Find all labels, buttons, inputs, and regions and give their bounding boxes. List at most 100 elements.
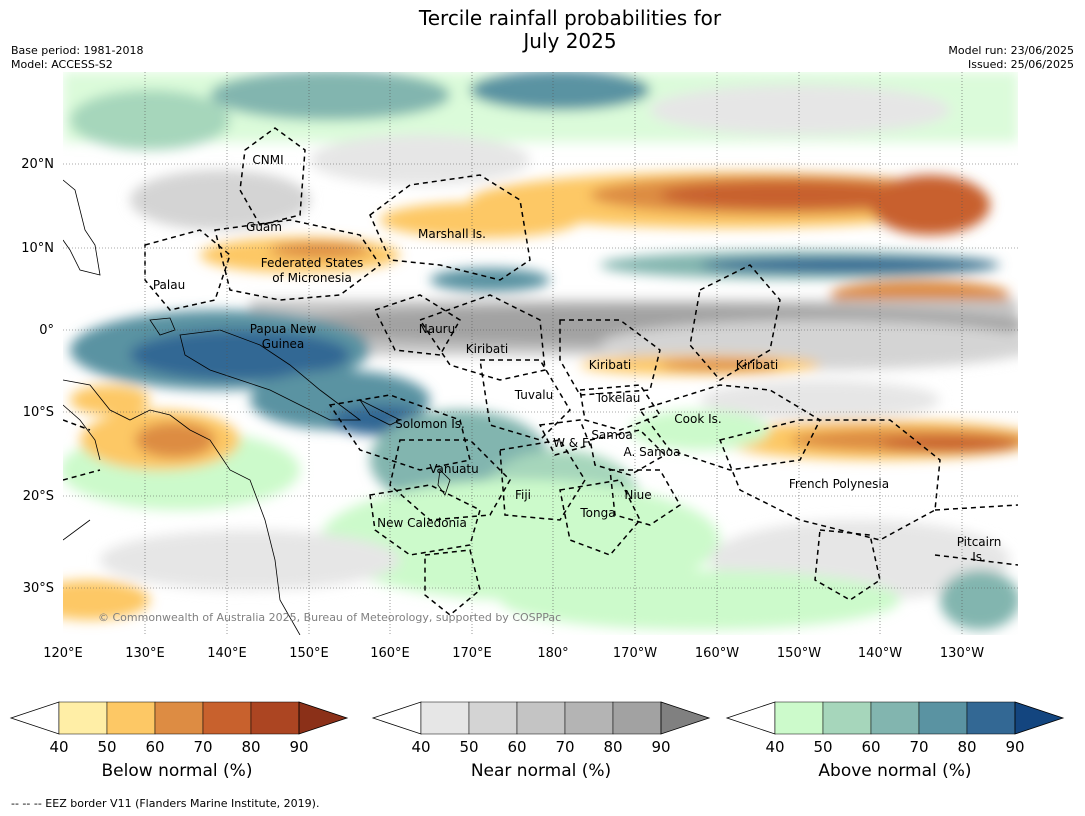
place-label-fiji: Fiji [515, 488, 531, 502]
colorbar-swatch [822, 701, 872, 735]
colorbar-tick: 40 [765, 738, 784, 756]
place-labels: CNMI Guam Marshall Is. Federated States … [153, 153, 1001, 564]
colorbar-high-arrow [298, 701, 349, 735]
model-name: Model: ACCESS-S2 [11, 58, 113, 71]
place-label-fsm-2: of Micronesia [272, 271, 352, 285]
colorbar-tick: 80 [603, 738, 622, 756]
colorbar-tick: 70 [193, 738, 212, 756]
colorbar-swatch [966, 701, 1016, 735]
lat-label: 20°N [21, 157, 54, 172]
lon-label: 160°E [370, 646, 410, 661]
eez-borders [63, 127, 1018, 616]
place-label-nauru: Nauru [419, 322, 455, 336]
place-label-cnmi: CNMI [252, 153, 283, 167]
lat-label: 0° [39, 323, 54, 338]
lon-label: 150°E [289, 646, 329, 661]
colorbar-tick: 50 [813, 738, 832, 756]
latitude-labels: 20°N 10°N 0° 10°S 20°S 30°S [21, 157, 54, 596]
lon-label: 130°W [940, 646, 984, 661]
place-label-kiribati-w: Kiribati [466, 342, 508, 356]
base-period: Base period: 1981-2018 [11, 44, 144, 57]
colorbar-swatch [58, 701, 108, 735]
place-label-kiribati-c: Kiribati [589, 358, 631, 372]
lon-label: 160°W [695, 646, 739, 661]
place-label-tokelau: Tokelau [595, 391, 641, 405]
place-label-kiribati-e: Kiribati [736, 358, 778, 372]
place-label-tonga: Tonga [579, 506, 615, 520]
colorbar-tick: 60 [507, 738, 526, 756]
meta-right: Model run: 23/06/2025 Issued: 25/06/2025 [948, 44, 1074, 72]
place-label-png-1: Papua New [250, 322, 317, 336]
colorbar-below-normal: 40 50 60 70 80 90 [9, 701, 349, 756]
colorbar-low-arrow [725, 701, 776, 735]
colorbar-swatch [154, 701, 204, 735]
place-label-niue: Niue [624, 488, 651, 502]
colorbar-swatch [516, 701, 566, 735]
chart-title: Tercile rainfall probabilities for July … [0, 7, 1085, 53]
colorbar-high-arrow [660, 701, 711, 735]
place-label-cook: Cook Is. [674, 412, 721, 426]
lon-label: 130°E [125, 646, 165, 661]
lon-label: 170°W [613, 646, 657, 661]
colorbar-swatch [468, 701, 518, 735]
place-label-pitcairn-2: Is. [972, 550, 986, 564]
lon-label: 120°E [43, 646, 83, 661]
lon-label: 150°W [777, 646, 821, 661]
copyright-notice: © Commonwealth of Australia 2025, Bureau… [98, 611, 561, 624]
lat-label: 30°S [23, 581, 54, 596]
lat-label: 10°N [21, 241, 54, 256]
place-label-marshall: Marshall Is. [418, 227, 486, 241]
title-line1: Tercile rainfall probabilities for [418, 6, 722, 30]
colorbar-title-near: Near normal (%) [470, 761, 612, 781]
lat-label: 10°S [23, 405, 54, 420]
colorbar-tick: 60 [861, 738, 880, 756]
colorbar-tick: 50 [459, 738, 478, 756]
longitude-labels: 120°E 130°E 140°E 150°E 160°E 170°E 180°… [43, 646, 984, 661]
colorbar-swatch [612, 701, 662, 735]
colorbar-tick: 80 [241, 738, 260, 756]
colorbar-tick: 60 [145, 738, 164, 756]
colorbar-tick: 80 [957, 738, 976, 756]
place-label-palau: Palau [153, 278, 185, 292]
place-label-guam: Guam [246, 220, 282, 234]
colorbar-tick: 70 [555, 738, 574, 756]
place-label-fsm-1: Federated States [261, 256, 363, 270]
colorbar-title-below: Below normal (%) [101, 761, 253, 781]
place-label-tuvalu: Tuvalu [514, 388, 554, 402]
colorbar-swatch [420, 701, 470, 735]
colorbar-tick: 40 [411, 738, 430, 756]
colorbar-near-normal: 40 50 60 70 80 90 [371, 701, 711, 756]
colorbar-tick: 40 [49, 738, 68, 756]
place-label-french-polynesia: French Polynesia [789, 477, 889, 491]
colorbar-title-above: Above normal (%) [818, 761, 972, 781]
colorbar-swatch [870, 701, 920, 735]
lat-label: 20°S [23, 489, 54, 504]
place-label-vanuatu: Vanuatu [429, 462, 479, 476]
place-label-pitcairn-1: Pitcairn [957, 535, 1002, 549]
colorbar-swatch [774, 701, 824, 735]
lon-label: 170°E [452, 646, 492, 661]
lon-label: 140°E [207, 646, 247, 661]
graticule [63, 72, 1018, 635]
place-label-samoa: Samoa [591, 428, 632, 442]
place-label-new-caledonia: New Caledonia [377, 516, 467, 530]
meta-left: Base period: 1981-2018 Model: ACCESS-S2 [11, 44, 143, 72]
eez-footnote: -- -- -- EEZ border V11 (Flanders Marine… [11, 797, 320, 810]
colorbar-tick: 70 [909, 738, 928, 756]
lon-label: 180° [537, 646, 568, 661]
colorbar-swatch [250, 701, 300, 735]
colorbar-above-normal: 40 50 60 70 80 90 [725, 701, 1065, 756]
colorbar-low-arrow [9, 701, 60, 735]
colorbar-high-arrow [1014, 701, 1065, 735]
colorbar-low-arrow [371, 701, 422, 735]
colorbar-swatch [106, 701, 156, 735]
title-line2: July 2025 [523, 29, 617, 53]
lon-label: 140°W [858, 646, 902, 661]
colorbar-tick: 90 [289, 738, 308, 756]
colorbar-tick: 50 [97, 738, 116, 756]
place-label-asamoa: A. Samoa [624, 445, 681, 459]
place-label-png-2: Guinea [262, 337, 305, 351]
probability-field [63, 72, 1018, 635]
colorbar-tick: 90 [651, 738, 670, 756]
